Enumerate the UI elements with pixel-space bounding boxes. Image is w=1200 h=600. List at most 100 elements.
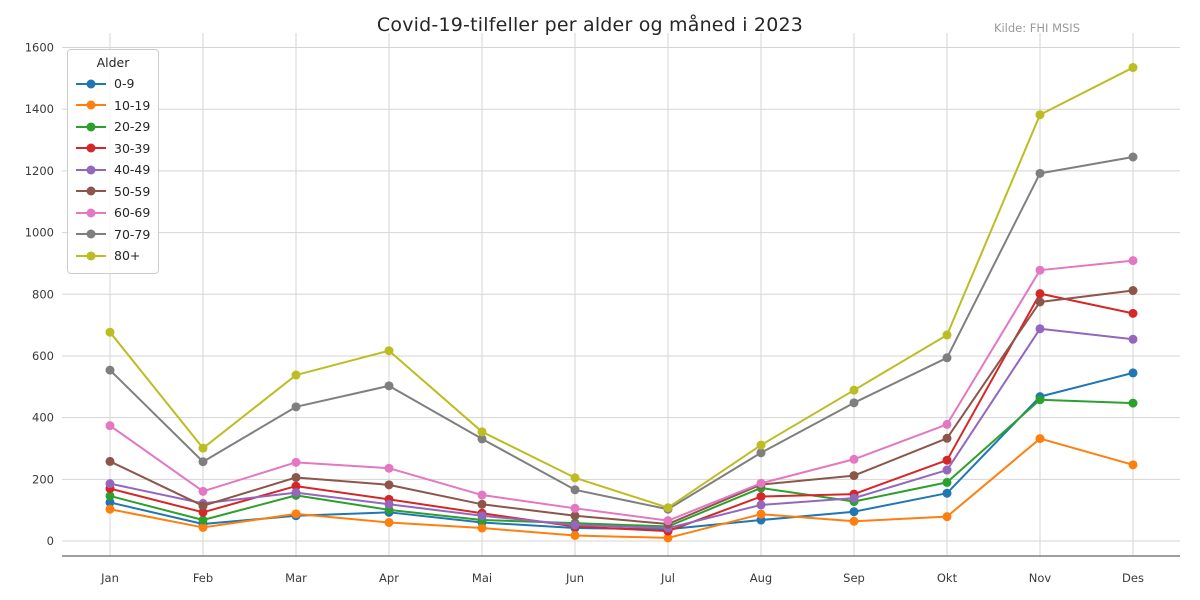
series-marker-70-79: [291, 402, 301, 412]
series-marker-80+: [663, 503, 673, 513]
series-line-30-39: [109, 292, 1134, 533]
series-marker-80+: [1035, 110, 1045, 120]
series-marker-70-79: [849, 398, 859, 408]
legend-marker-icon: [86, 165, 96, 175]
series-marker-60-69: [663, 516, 673, 526]
legend-swatch-icon: [76, 143, 106, 153]
series-marker-70-79: [942, 353, 952, 363]
legend-marker-icon: [86, 208, 96, 218]
series-marker-30-39: [1035, 289, 1045, 299]
legend-item-label: 40-49: [114, 162, 151, 178]
series-marker-0-9: [942, 488, 952, 498]
series-marker-60-69: [384, 463, 394, 473]
series-marker-10-19: [756, 509, 766, 519]
x-tick-label: Mar: [285, 571, 307, 585]
series-marker-40-49: [756, 500, 766, 510]
series-marker-70-79: [105, 365, 115, 375]
series-marker-10-19: [1035, 434, 1045, 444]
source-annotation: Kilde: FHI MSIS: [993, 21, 1080, 35]
series-marker-50-59: [384, 480, 394, 490]
series-marker-50-59: [198, 501, 208, 511]
series-marker-80+: [942, 330, 952, 340]
series-marker-50-59: [942, 433, 952, 443]
series-marker-70-79: [198, 457, 208, 467]
series-marker-40-49: [384, 499, 394, 509]
series-marker-80+: [477, 427, 487, 437]
legend-marker-icon: [86, 79, 96, 89]
series-marker-30-39: [291, 481, 301, 491]
y-tick-label: 600: [32, 349, 54, 363]
series-marker-50-59: [1128, 286, 1138, 296]
series-marker-10-19: [291, 509, 301, 519]
x-tick-label: Nov: [1029, 571, 1052, 585]
series-line-10-19: [109, 437, 1134, 539]
legend-marker-icon: [86, 251, 96, 261]
legend-item-80+: 80+: [74, 245, 152, 267]
x-tick-label: Feb: [193, 571, 213, 585]
legend-item-50-59: 50-59: [74, 181, 152, 203]
x-tick-label: Des: [1122, 571, 1144, 585]
legend-marker-icon: [86, 100, 96, 110]
series-marker-40-49: [570, 520, 580, 530]
legend: Alder 0-9 10-19 20-29 30-39 40-49 50-59 60-69 7…: [67, 49, 159, 274]
series-marker-30-39: [942, 455, 952, 465]
series-marker-40-49: [477, 511, 487, 521]
series-line-50-59: [109, 289, 1134, 526]
legend-marker-icon: [86, 122, 96, 132]
series-marker-80+: [849, 385, 859, 395]
legend-swatch-icon: [76, 122, 106, 132]
series-marker-10-19: [105, 504, 115, 514]
series-marker-60-69: [570, 503, 580, 513]
legend-item-30-39: 30-39: [74, 138, 152, 160]
x-tick-label: Mai: [472, 571, 492, 585]
series-marker-50-59: [291, 472, 301, 482]
y-tick-label: 400: [32, 411, 54, 425]
series-marker-70-79: [570, 485, 580, 495]
series-marker-30-39: [756, 492, 766, 502]
legend-swatch-icon: [76, 251, 106, 261]
x-tick-label: Apr: [379, 571, 399, 585]
series-marker-60-69: [477, 490, 487, 500]
legend-swatch-icon: [76, 186, 106, 196]
series-marker-80+: [105, 327, 115, 337]
series-marker-20-29: [942, 477, 952, 487]
series-marker-30-39: [1128, 308, 1138, 318]
series-marker-40-49: [942, 465, 952, 475]
y-tick-label: 200: [32, 472, 54, 486]
series-marker-50-59: [477, 499, 487, 509]
series-marker-50-59: [1035, 297, 1045, 307]
series-marker-10-19: [198, 522, 208, 532]
legend-item-60-69: 60-69: [74, 202, 152, 224]
legend-swatch-icon: [76, 208, 106, 218]
series-marker-10-19: [663, 533, 673, 543]
series-marker-60-69: [756, 478, 766, 488]
series-marker-80+: [756, 440, 766, 450]
series-marker-70-79: [384, 381, 394, 391]
series-marker-40-49: [1128, 334, 1138, 344]
legend-item-20-29: 20-29: [74, 116, 152, 138]
legend-item-40-49: 40-49: [74, 159, 152, 181]
series-line-40-49: [109, 327, 1134, 530]
legend-item-label: 10-19: [114, 97, 151, 113]
series-marker-80+: [1128, 63, 1138, 73]
x-tick-label: Jan: [100, 571, 119, 585]
x-tick-label: Jul: [660, 571, 675, 585]
legend-item-label: 50-59: [114, 183, 151, 199]
legend-item-label: 60-69: [114, 205, 151, 221]
series-marker-60-69: [1128, 256, 1138, 266]
legend-item-label: 80+: [114, 248, 141, 264]
series-line-70-79: [109, 155, 1134, 511]
series-marker-60-69: [1035, 265, 1045, 275]
series-marker-0-9: [105, 497, 115, 507]
series-line-0-9: [109, 371, 1134, 531]
series-line-20-29: [109, 398, 1134, 528]
series-line-60-69: [109, 259, 1134, 522]
legend-swatch-icon: [76, 229, 106, 239]
series-marker-0-9: [1128, 368, 1138, 378]
series-marker-10-19: [849, 516, 859, 526]
series-line-80+: [109, 66, 1134, 509]
legend-marker-icon: [86, 186, 96, 196]
series-marker-70-79: [477, 434, 487, 444]
legend-item-0-9: 0-9: [74, 73, 152, 95]
